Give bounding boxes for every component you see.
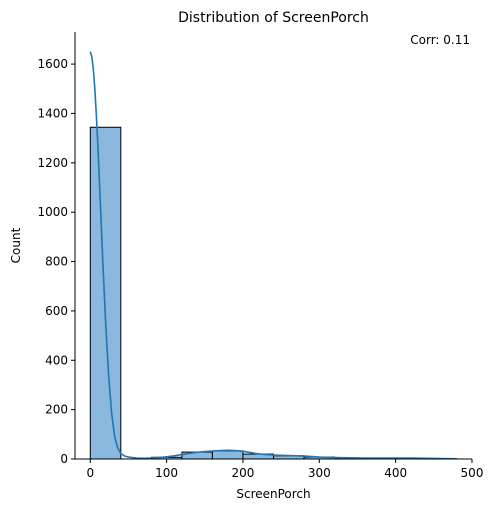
y-tick-label: 600 (45, 304, 68, 318)
x-tick-label: 300 (308, 466, 331, 480)
kde-curve (89, 51, 457, 460)
y-tick-label: 1200 (37, 156, 68, 170)
correlation-annotation: Corr: 0.11 (410, 33, 470, 47)
histogram-bars (89, 126, 458, 460)
y-axis-ticks: 0 200 400 600 800 1000 1200 1400 1600 (37, 57, 75, 466)
y-tick-label: 0 (60, 452, 68, 466)
y-tick-label: 200 (45, 403, 68, 417)
histogram-bar (211, 450, 244, 460)
y-axis-label: Count (9, 227, 23, 263)
x-axis-label: ScreenPorch (236, 487, 310, 501)
y-tick-label: 1400 (37, 106, 68, 120)
x-tick-label: 0 (86, 466, 94, 480)
x-axis-ticks: 0 100 200 300 400 500 (86, 459, 483, 480)
histogram-bar (89, 126, 122, 460)
x-tick-label: 500 (461, 466, 484, 480)
y-tick-label: 1000 (37, 205, 68, 219)
chart-title: Distribution of ScreenPorch (178, 10, 369, 26)
x-tick-label: 400 (384, 466, 407, 480)
y-tick-label: 800 (45, 255, 68, 269)
y-tick-label: 1600 (37, 57, 68, 71)
x-tick-label: 100 (155, 466, 178, 480)
x-tick-label: 200 (232, 466, 255, 480)
y-tick-label: 400 (45, 353, 68, 367)
